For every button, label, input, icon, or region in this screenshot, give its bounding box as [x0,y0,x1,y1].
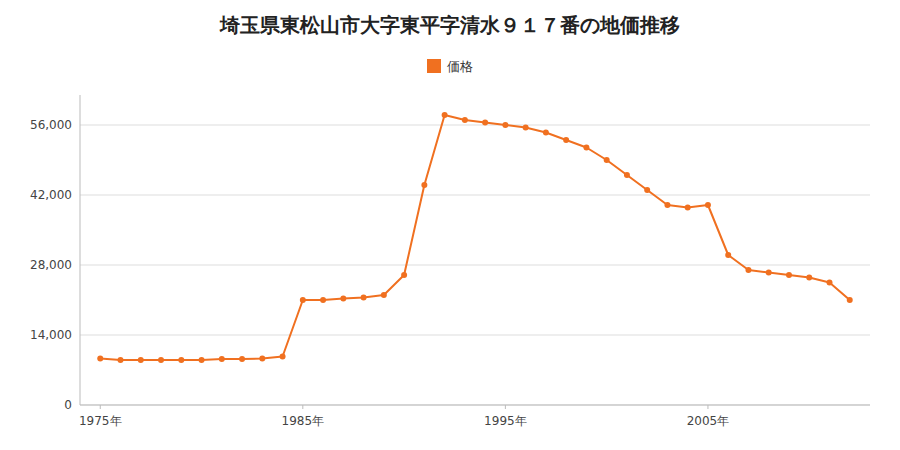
point [523,125,529,131]
grid-line [80,125,870,126]
point [158,357,164,363]
point [705,202,711,208]
x-tick-label: 2005年 [687,414,730,428]
point [118,357,124,363]
point [583,145,589,151]
y-axis-line [80,95,81,405]
point [847,297,853,303]
point [806,275,812,281]
point [97,356,103,362]
point [442,112,448,118]
point [178,357,184,363]
x-tick [505,405,506,409]
point [259,356,265,362]
background [0,0,900,450]
point [138,357,144,363]
point [199,357,205,363]
point [685,205,691,211]
y-tick-label: 0 [64,398,72,412]
grid-line [80,405,870,406]
point [462,117,468,123]
axes: 0 14,000 28,000 42,000 56,000 1975年 1985年 1995年… [30,95,870,428]
point [280,354,286,360]
point [361,295,367,301]
point [320,297,326,303]
x-tick [100,405,101,409]
y-tick-label: 28,000 [30,258,72,272]
x-tick-label: 1995年 [484,414,527,428]
line [100,115,849,360]
point [219,356,225,362]
x-tick-label: 1975年 [79,414,122,428]
point [725,252,731,258]
point [644,187,650,193]
grid-line [80,335,870,336]
point [604,157,610,163]
point [745,267,751,273]
x-axis-line [80,405,870,406]
point [502,122,508,128]
grid-line [80,265,870,266]
point [300,297,306,303]
legend-item: 価格 [427,59,473,74]
point [766,270,772,276]
point [786,272,792,278]
legend: 価格 [427,59,473,74]
point [664,202,670,208]
point [543,130,549,136]
x-tick [302,405,303,409]
point [239,356,245,362]
point [401,272,407,278]
y-tick-label: 42,000 [30,188,72,202]
point [826,280,832,286]
point [563,137,569,143]
chart: 埼玉県東松山市大字東平字清水９１７番の地価推移 0 14,000 28,000 42,0… [0,0,900,450]
y-tick-label: 14,000 [30,328,72,342]
point [381,292,387,298]
title: 埼玉県東松山市大字東平字清水９１７番の地価推移 [219,13,680,37]
y-tick-label: 56,000 [30,118,72,132]
legend-label: 価格 [447,59,473,74]
x-tick-label: 1985年 [282,414,325,428]
point [482,120,488,126]
point [624,172,630,178]
plot-area [97,112,852,363]
grid-line [80,195,870,196]
x-tick [707,405,708,409]
point [340,296,346,302]
point [421,182,427,188]
legend-swatch [427,59,441,73]
